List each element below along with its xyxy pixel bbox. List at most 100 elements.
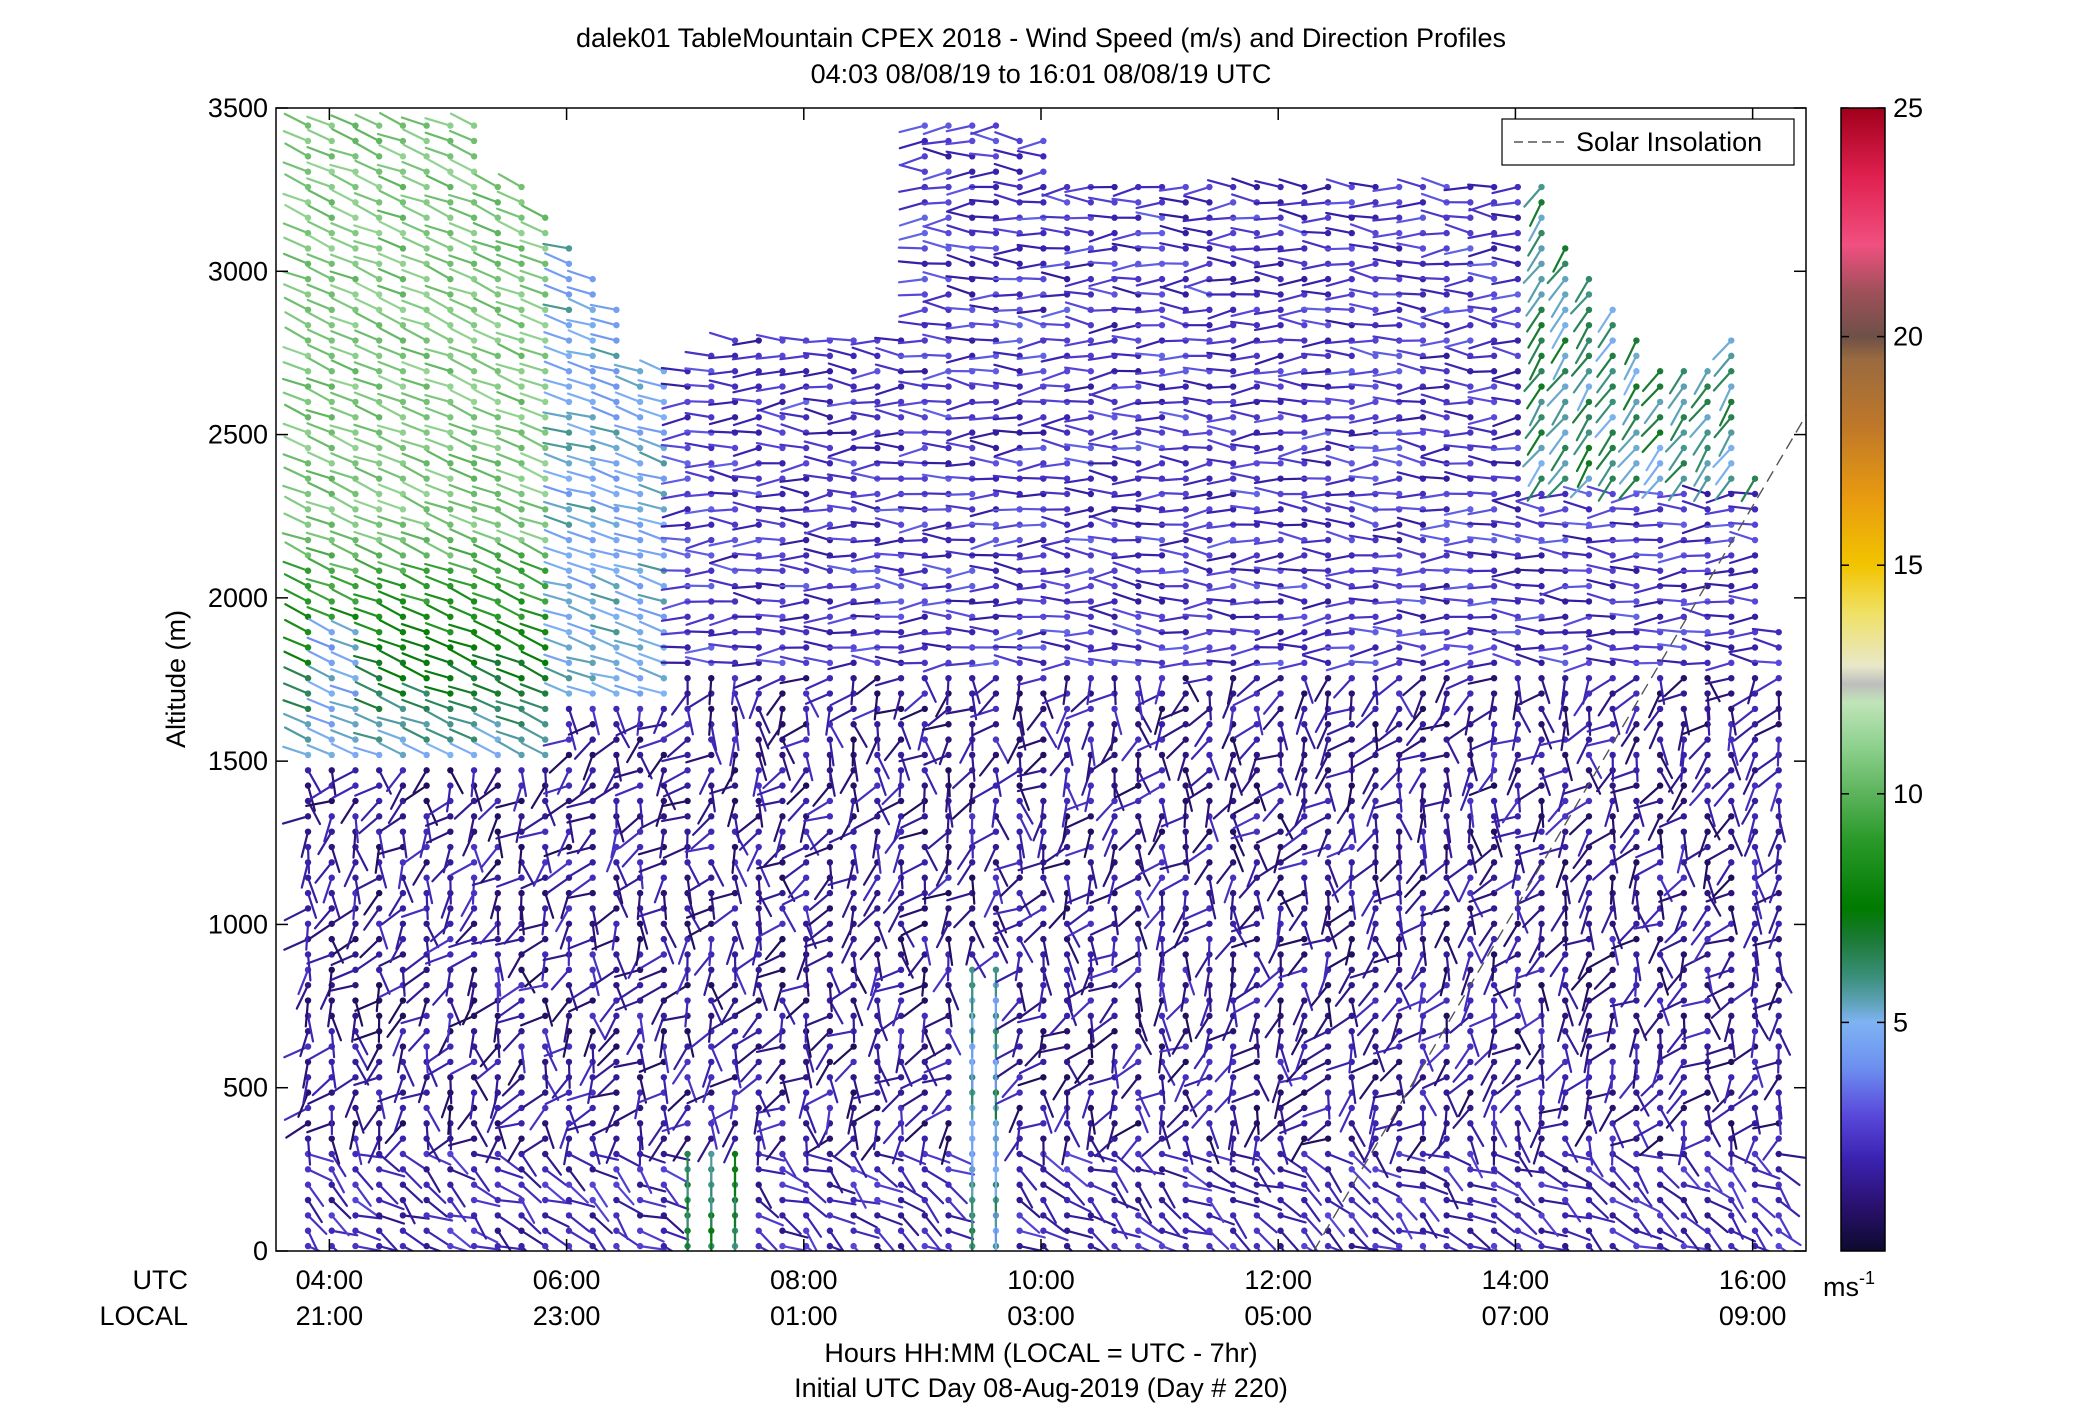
wind-barb-shaft [621,845,642,868]
wind-barb-shaft [426,710,452,726]
wind-barb-dot [375,981,383,989]
wind-barb-dot [1040,567,1047,574]
wind-barb-dot [802,966,810,974]
wind-barb-shaft [983,845,998,872]
wind-barb-dot [352,567,359,574]
wind-barb-shaft [639,1229,665,1243]
wind-barb-dot [423,153,430,160]
wind-barb-shaft [672,1137,689,1162]
wind-barb-shaft [898,409,926,419]
wind-barb-shaft [449,769,464,795]
wind-barb-dot [755,874,762,881]
wind-barb-dot [1135,460,1142,467]
wind-barb-shaft [731,354,760,361]
wind-barb-shaft [1114,953,1140,969]
wind-barb-shaft [354,680,381,695]
wind-barb-shaft [354,558,381,572]
wind-barb-dot [518,506,525,513]
wind-barb-dot [589,767,596,774]
wind-barb-shaft [590,606,618,618]
wind-barb-shaft [626,738,642,764]
wind-barb-shaft [400,346,428,357]
wind-barb-shaft [378,327,405,342]
wind-barb-shaft [1064,226,1092,235]
wind-barb-shaft [1111,506,1140,511]
wind-barb-shaft [566,561,594,572]
wind-barb-dot [565,782,573,789]
wind-barb-dot [992,705,1000,713]
wind-barb-dot [897,1212,905,1219]
wind-barb-dot [708,874,715,881]
wind-barb-dot [1135,598,1142,605]
wind-barb-shaft [922,333,950,342]
wind-barb-dot [1111,291,1118,298]
wind-barb-dot [850,352,857,360]
wind-barb-dot [542,767,549,774]
wind-barb-shaft [1113,876,1140,891]
wind-barb-shaft [897,370,926,374]
wind-barb-dot [1135,214,1142,221]
wind-barb-shaft [366,1045,381,1071]
wind-barb-dot [304,321,312,329]
wind-barb-dot [494,1012,501,1020]
wind-barb-shaft [755,613,784,618]
wind-barb-shaft [638,574,665,588]
wind-barb-dot [565,935,573,943]
wind-barb-dot [779,705,786,713]
wind-barb-dot [1040,275,1047,283]
wind-barb-shaft [779,516,808,526]
wind-barb-dot [897,843,905,851]
wind-barb-dot [660,782,668,789]
wind-barb-shaft [639,1045,647,1074]
wind-barb-shaft [969,564,998,572]
wind-barb-shaft [1020,891,1045,910]
wind-barb-dot [542,275,549,283]
wind-barb-dot [1135,920,1142,927]
wind-barb-dot [684,506,691,513]
wind-barb-shaft [591,574,618,588]
wind-barb-shaft [923,1168,949,1184]
wind-barb-shaft [474,173,499,189]
wind-barb-dot [565,582,573,590]
wind-barb-shaft [684,492,713,498]
wind-barb-dot [708,1089,715,1096]
wind-barb-dot [708,920,715,927]
wind-barb-shaft [970,131,998,143]
wind-barb-shaft [969,170,998,179]
wind-barb-shaft [424,468,452,480]
wind-barb-dot [945,767,952,774]
wind-barb-dot [850,935,857,943]
wind-barb-dot [304,582,312,590]
wind-barb-shaft [1134,553,1164,557]
wind-barb-dot [447,521,454,528]
wind-barb-shaft [756,891,784,903]
wind-barb-shaft [1137,692,1144,721]
wind-barb-dot [731,368,739,375]
wind-barb-shaft [922,370,950,381]
wind-barb-shaft [732,523,760,531]
wind-barb-shaft [614,621,642,634]
wind-barb-shaft [493,1014,499,1043]
wind-barb-dot [1158,767,1166,774]
wind-barb-shaft [615,574,642,588]
wind-barb-shaft [684,656,713,664]
wind-barb-dot [826,843,834,851]
wind-barb-dot [423,782,430,789]
wind-barb-shaft [755,385,784,392]
wind-barb-shaft [780,485,808,496]
wind-barb-shaft [1063,537,1092,542]
wind-barb-shaft [449,112,476,127]
wind-barb-shaft [899,922,915,948]
wind-barb-dot [1111,1028,1118,1035]
wind-barb-shaft [424,501,452,511]
wind-barb-shaft [1137,1198,1153,1224]
wind-barb-dot [1040,444,1047,452]
wind-barb-dot [1111,828,1118,835]
wind-barb-dot [636,644,644,651]
wind-barb-shaft [1018,1214,1041,1234]
wind-barb-shaft [851,431,879,441]
wind-barb-shaft [425,727,452,741]
wind-barb-dot [1087,245,1095,252]
wind-barb-shaft [1113,1152,1136,1173]
wind-barb-shaft [805,1060,813,1089]
